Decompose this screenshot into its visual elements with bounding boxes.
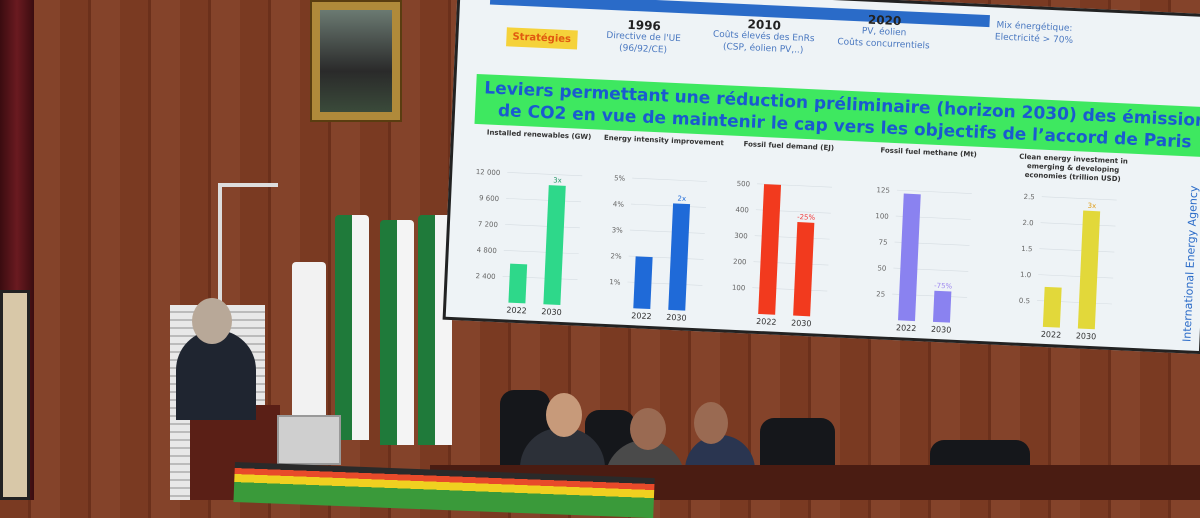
x-tick-label: 2030 (541, 307, 562, 317)
gridline (896, 189, 972, 194)
x-tick-label: 2022 (1041, 330, 1062, 340)
panelist-head (546, 393, 582, 437)
y-tick-label: 12 000 (476, 168, 501, 177)
timeline-2020: 2020 PV, éolien Coûts concurrentiels (837, 12, 930, 52)
bar-2022 (1042, 286, 1062, 328)
y-tick-label: 5% (614, 174, 626, 183)
bar-2022 (758, 184, 782, 315)
speaker (176, 330, 256, 420)
y-tick-label: 500 (736, 180, 750, 189)
gridline (504, 224, 580, 229)
gridline (503, 250, 579, 255)
laptop (277, 415, 341, 465)
bar-2030 (543, 185, 566, 305)
y-tick-label: 125 (876, 186, 890, 195)
y-tick-label: 4% (613, 200, 625, 209)
y-tick-label: 300 (734, 232, 748, 241)
gridline (1039, 248, 1115, 253)
bar-2030 (1077, 210, 1101, 330)
chart-title: Installed renewables (GW) (487, 128, 592, 141)
y-tick-label: 400 (735, 206, 749, 215)
chart-title: Energy intensity improvement (604, 134, 725, 147)
y-tick-label: 2% (610, 252, 622, 261)
x-tick-label: 2030 (791, 318, 812, 328)
change-annotation: -25% (797, 213, 816, 222)
framed-portrait (310, 0, 402, 122)
y-tick-label: 200 (733, 258, 747, 267)
y-tick-label: 3% (612, 226, 624, 235)
y-tick-label: 75 (878, 238, 887, 246)
bar-charts: Installed renewables (GW) 2 400 4 800 7 200… (475, 128, 1128, 341)
y-tick-label: 1.0 (1020, 271, 1031, 279)
y-tick-label: 50 (877, 264, 886, 272)
speaker-head (192, 298, 232, 344)
bar-2022 (898, 193, 921, 322)
x-tick-label: 2030 (931, 325, 952, 335)
y-tick-label: 2.5 (1023, 193, 1034, 201)
wall-fixture (218, 183, 278, 303)
chart-title: Fossil fuel methane (Mt) (880, 146, 977, 158)
change-annotation: 3x (553, 176, 562, 184)
x-tick-label: 2022 (896, 323, 917, 333)
y-tick-label: 9 600 (479, 194, 499, 203)
y-tick-label: 2 400 (475, 272, 495, 281)
flag-algeria (335, 215, 369, 440)
x-tick-label: 2030 (1076, 331, 1097, 341)
x-tick-label: 2022 (506, 306, 527, 316)
timeline-2010: 2010 Coûts élevés des EnRs (CSP, éolien PV… (712, 17, 815, 56)
bar-2030 (932, 290, 952, 323)
bar-2022 (508, 263, 528, 304)
gridline (630, 203, 706, 208)
gridline (507, 172, 583, 177)
y-tick-label: 100 (875, 212, 889, 221)
x-tick-label: 2022 (756, 317, 777, 327)
panelist-head (630, 408, 666, 450)
y-tick-label: 1% (609, 278, 621, 287)
bar-2030 (668, 203, 691, 311)
y-tick-label: 25 (876, 290, 885, 298)
x-tick-label: 2030 (666, 313, 687, 323)
projection-screen: 1996 Directive de l'UE (96/92/CE) 2010 Coût… (442, 0, 1200, 355)
change-annotation: 3x (1087, 202, 1096, 210)
y-tick-label: 4 800 (477, 246, 497, 255)
change-annotation: 2x (677, 195, 686, 203)
gridline (632, 177, 708, 182)
x-tick-label: 2022 (631, 311, 652, 321)
door (0, 290, 30, 500)
flag-algeria (380, 220, 414, 445)
y-tick-label: 7 200 (478, 220, 498, 229)
timeline-target: Mix énergétique: Electricité > 70% (994, 20, 1074, 46)
gridline (1041, 196, 1117, 201)
panelist-head (694, 402, 728, 444)
y-tick-label: 2.0 (1022, 219, 1033, 227)
gridline (629, 229, 705, 234)
y-tick-label: 100 (732, 284, 746, 293)
timeline-1996: 1996 Directive de l'UE (96/92/CE) (606, 17, 682, 56)
change-annotation: -75% (934, 282, 953, 291)
gridline (1040, 222, 1116, 227)
gridline (506, 198, 582, 203)
chart-title: Fossil fuel demand (EJ) (743, 140, 834, 152)
gridline (1038, 274, 1114, 279)
bar-2022 (633, 256, 653, 310)
y-tick-label: 1.5 (1021, 245, 1032, 253)
y-tick-label: 0.5 (1019, 297, 1030, 305)
flag-white (292, 262, 326, 422)
bar-2030 (793, 222, 815, 317)
strategies-label: Stratégies (506, 27, 578, 50)
